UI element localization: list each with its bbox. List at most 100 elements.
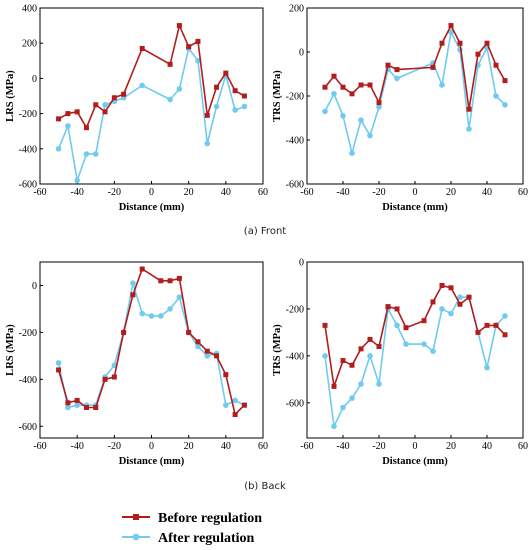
data-point	[167, 306, 173, 312]
y-tick-label: -600	[286, 180, 304, 191]
data-point	[186, 44, 192, 50]
data-point	[83, 404, 89, 410]
data-point	[349, 150, 355, 156]
data-point	[439, 82, 445, 88]
data-point	[167, 96, 173, 103]
data-point	[331, 383, 337, 389]
data-point	[214, 353, 220, 359]
y-tick-label: -600	[19, 422, 37, 433]
x-tick-label: -60	[33, 187, 46, 198]
data-point	[394, 67, 400, 73]
series-after	[55, 280, 248, 411]
chart-front-lrs: -60 -40 -20 0 20 40 60-600-400-2000200400Dista…	[5, 4, 268, 214]
data-point	[167, 278, 173, 284]
data-point	[376, 100, 382, 106]
data-point	[403, 341, 409, 347]
data-point	[139, 266, 145, 272]
data-point	[493, 93, 499, 99]
legend-item-after: After regulation	[122, 531, 255, 546]
data-point	[74, 109, 80, 115]
x-tick-label: 20	[446, 187, 456, 198]
data-point	[322, 353, 328, 359]
x-tick-label: -40	[336, 441, 349, 452]
data-point	[430, 299, 436, 305]
x-axis-label: Distance (mm)	[119, 456, 185, 467]
x-tick-label: 40	[221, 187, 231, 198]
data-point	[139, 45, 145, 51]
x-axis-label: Distance (mm)	[382, 202, 448, 213]
data-point	[493, 62, 499, 68]
data-point	[439, 282, 445, 288]
data-point	[111, 374, 117, 380]
data-point	[130, 292, 136, 298]
data-point	[466, 106, 472, 112]
data-point	[176, 275, 182, 281]
y-tick-label: -600	[19, 180, 37, 191]
data-point	[121, 91, 127, 97]
data-point	[403, 325, 409, 331]
y-axis-label: TRS (MPa)	[272, 324, 283, 376]
data-point	[448, 23, 454, 29]
x-tick-label: 60	[258, 187, 268, 198]
y-tick-label: 200	[289, 4, 304, 15]
data-point	[65, 400, 71, 406]
y-tick-label: 0	[32, 281, 37, 292]
data-point	[232, 88, 238, 94]
data-point	[430, 348, 436, 354]
series-before	[56, 23, 247, 131]
y-tick-label: -600	[286, 398, 304, 409]
caption-back: (b) Back	[244, 481, 286, 492]
data-point	[349, 362, 355, 368]
data-point	[475, 51, 481, 57]
data-point	[367, 82, 373, 88]
data-point	[102, 109, 108, 115]
data-point	[376, 104, 382, 110]
data-point	[74, 402, 80, 408]
data-point	[367, 132, 373, 139]
x-tick-label: 20	[184, 441, 194, 452]
data-point	[167, 61, 173, 67]
data-point	[340, 113, 346, 119]
data-point	[349, 91, 355, 97]
plot-frame	[306, 7, 524, 185]
y-axis-label: LRS (MPa)	[5, 70, 16, 122]
data-point	[394, 75, 400, 82]
data-point	[195, 38, 201, 44]
data-point	[83, 151, 90, 157]
data-point	[93, 102, 99, 108]
series-before	[56, 266, 247, 418]
data-point	[439, 306, 445, 312]
x-tick-label: 40	[482, 441, 492, 452]
y-tick-label: -400	[19, 144, 37, 155]
y-tick-label: 0	[299, 258, 304, 269]
y-axis-label: LRS (MPa)	[5, 324, 16, 376]
data-point	[232, 412, 238, 418]
plot-frame	[39, 261, 264, 439]
data-point	[204, 112, 210, 118]
data-point	[322, 84, 328, 90]
data-point	[102, 102, 108, 108]
data-point	[457, 301, 463, 307]
data-point	[139, 310, 146, 317]
data-point	[484, 364, 490, 371]
data-point	[484, 322, 490, 328]
data-point	[376, 381, 382, 387]
data-point	[340, 84, 346, 90]
x-tick-label: 60	[518, 441, 528, 452]
x-tick-label: -20	[108, 441, 121, 452]
data-point	[176, 86, 183, 92]
data-point	[340, 404, 346, 411]
data-point	[421, 318, 427, 324]
data-point	[186, 329, 192, 335]
x-tick-label: -60	[33, 441, 46, 452]
data-point	[448, 310, 454, 317]
legend: Before regulation After regulation	[122, 511, 262, 546]
data-point	[448, 29, 454, 35]
data-point	[55, 146, 62, 152]
y-axis-label: TRS (MPa)	[272, 70, 283, 122]
data-point	[385, 62, 391, 68]
data-point	[241, 93, 247, 99]
legend-label-after: After regulation	[158, 531, 255, 546]
data-point	[394, 306, 400, 312]
data-point	[457, 294, 463, 301]
